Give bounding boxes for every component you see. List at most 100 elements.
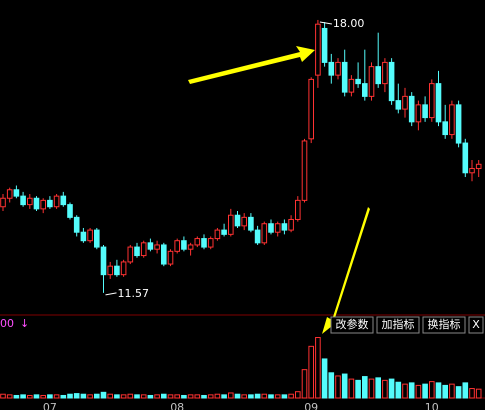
volume-bar [187,394,194,399]
volume-bar [194,394,201,399]
button-label[interactable]: 换指标 [428,317,461,331]
volume-bar [469,388,475,399]
candle-body [241,216,247,227]
candle-body [462,142,469,174]
candle-body [415,104,422,123]
volume-bar [161,393,167,399]
candle-body [328,61,335,76]
candle-body [221,229,227,235]
candle-body [288,218,294,231]
candle-body [87,229,93,242]
candle-body [388,61,395,102]
candle-body [60,195,67,206]
volume-bar [80,393,87,399]
candle-body [228,214,234,235]
volume-bar [13,394,20,399]
candle-body [234,214,241,227]
candle-body [248,216,254,231]
candle-body [20,195,26,206]
volume-bar [429,381,435,399]
candle-body [214,229,221,240]
volume-bar [100,391,107,399]
volume-bar [114,394,120,399]
candle-body [449,104,455,136]
candle-body [321,27,328,63]
volume-bar [382,379,388,399]
volume-bar [375,377,381,399]
candle-body [27,197,33,206]
pointer [105,292,117,296]
volume-bar [234,393,241,399]
volume-bar [134,394,140,399]
volume-bar [449,383,455,399]
candle-body [281,223,288,231]
candle-body [67,204,73,218]
candle-body [475,163,482,170]
volume-bar [0,393,6,399]
candle-body [80,231,87,242]
volume-bar [261,393,268,399]
volume-bar [315,337,321,399]
volume-bar [402,383,408,399]
volume-bar [308,345,314,399]
candle-body [348,78,355,93]
candle-body [301,140,308,201]
candle-body [341,61,348,93]
candle-body [107,265,114,276]
candle-body [422,104,428,119]
candle-body [261,223,268,244]
button[interactable] [376,316,420,334]
x-tick-label: 07 [43,401,57,410]
volume-bar [295,391,301,399]
volume-bar [67,393,73,399]
candle-body [100,246,107,276]
indicator-arrow: ↓ [20,317,29,330]
volume-bar [27,394,33,399]
button[interactable] [422,316,466,334]
candle-body [254,229,261,244]
volume-bar [167,394,174,399]
candle-body [127,246,134,263]
candle-body [335,61,341,76]
volume-bar [442,384,448,399]
candle-body [6,189,13,199]
volume-bar [408,382,415,399]
candle-body [469,168,475,174]
button[interactable] [468,316,484,334]
volume-bar [147,394,154,399]
candle-body [362,83,368,97]
candle-body [161,244,167,265]
button-label[interactable]: 改参数 [336,317,369,331]
candle-body [187,244,194,250]
candle-body [395,100,402,110]
volume-bar [73,393,80,399]
volume-indicator: 00 [0,317,14,330]
button-label[interactable]: X [472,318,480,331]
volume-bar [422,383,428,399]
candle-body [181,240,187,250]
high-label: 18.00 [333,17,365,30]
volume-bar [6,394,13,399]
candle-body [120,261,127,276]
button-label[interactable]: 加指标 [382,317,415,331]
volume-bar [475,388,482,399]
candle-body [114,265,120,276]
candle-body [295,199,301,220]
volume-bar [348,378,355,399]
candle-body [0,197,6,208]
volume-bar [60,394,67,399]
candle-body [167,250,174,265]
candle-body [147,242,154,250]
pointer [319,21,332,25]
volume-bar [355,379,361,399]
volume-bar [174,394,180,399]
candle-body [40,199,47,210]
volume-bar [201,394,207,399]
volume-bar [388,378,395,399]
button[interactable] [330,316,374,334]
candle-body [429,83,435,119]
volume-bar [228,392,234,399]
volume-bar [395,381,402,399]
candle-body [13,189,20,197]
